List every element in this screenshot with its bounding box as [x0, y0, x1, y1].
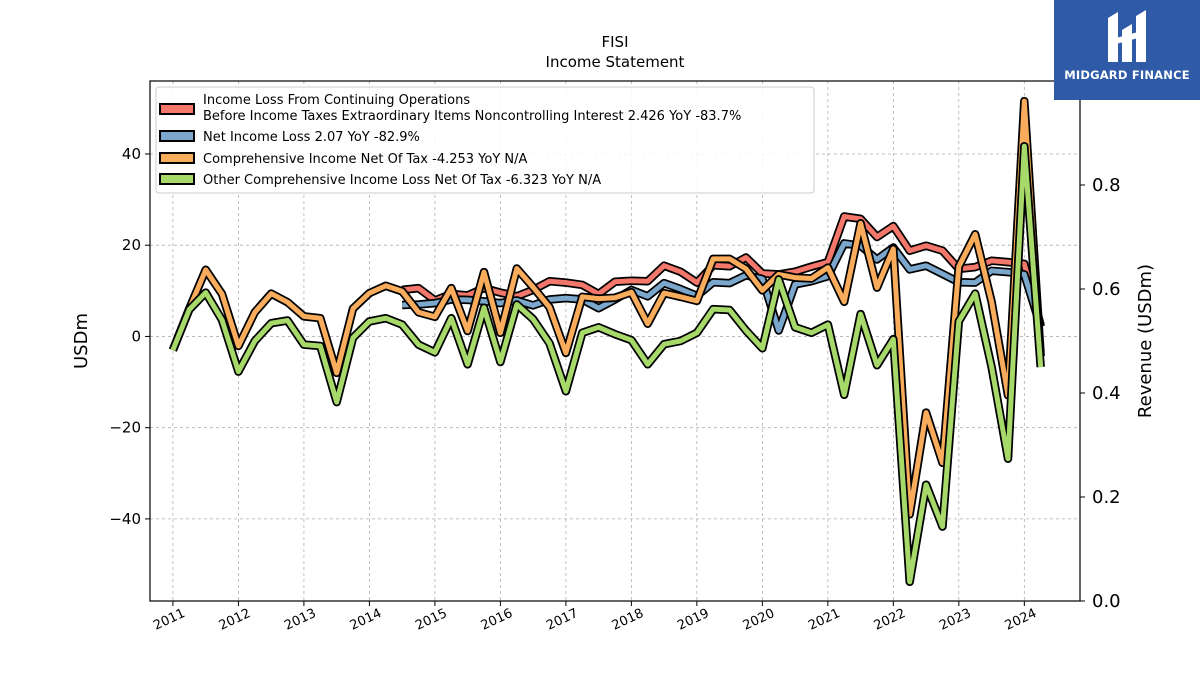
x-tick-label: 2017	[544, 606, 580, 634]
x-tick-label: 2014	[348, 606, 384, 634]
legend-label: Before Income Taxes Extraordinary Items …	[203, 109, 741, 124]
x-tick-label: 2012	[217, 606, 253, 634]
x-tick-label: 2022	[872, 606, 908, 634]
y-tick-label-left: 0	[131, 327, 141, 345]
y-tick-label-right: 0.0	[1092, 591, 1121, 612]
y-axis-label-right: Revenue (USDm)	[1135, 264, 1156, 418]
legend-label: Income Loss From Continuing Operations	[203, 93, 470, 108]
legend-swatch	[159, 103, 195, 115]
legend-box	[155, 86, 815, 194]
x-tick-label: 2011	[151, 606, 187, 634]
y-axis-label-left: USDm	[71, 313, 92, 369]
legend-swatch	[159, 130, 195, 142]
x-tick-label: 2013	[282, 606, 318, 634]
x-tick-label: 2016	[479, 606, 515, 634]
series-lines	[168, 96, 1045, 587]
plot-frame	[149, 80, 1081, 602]
brand-name: MIDGARD FINANCE	[1064, 68, 1190, 82]
y-tick-label-left: −40	[109, 510, 141, 528]
y-tick-label-right: 0.6	[1092, 279, 1121, 300]
legend-label: Other Comprehensive Income Loss Net Of T…	[203, 173, 601, 188]
y-tick-label-right: 0.8	[1092, 175, 1121, 196]
midgard-logo-icon	[1108, 10, 1146, 62]
legend-label: Comprehensive Income Net Of Tax -4.253 Y…	[203, 152, 528, 167]
y-tick-label-right: 0.4	[1092, 383, 1121, 404]
x-tick-label: 2019	[675, 606, 711, 634]
y-tick-label-left: −20	[109, 419, 141, 437]
chart-subtitle: Income Statement	[546, 53, 685, 71]
series-line-comprehensive-income-net-of-tax	[170, 98, 1044, 517]
x-tick-label: 2021	[806, 606, 842, 634]
x-tick-label: 2020	[741, 606, 777, 634]
x-tick-label: 2023	[937, 606, 973, 634]
legend-label: Net Income Loss 2.07 YoY -82.9%	[203, 130, 420, 145]
axes: 2011 2012 2013 2014 2015 2016 2017 2018 2019 2020…	[109, 145, 1120, 634]
x-tick-label: 2015	[413, 606, 449, 634]
x-tick-label: 2024	[1003, 606, 1039, 634]
brand-logo: MIDGARD FINANCE	[1054, 0, 1200, 100]
legend-swatch	[159, 173, 195, 185]
series-line-other-comprehensive-income-loss-net-of-tax	[170, 143, 1044, 585]
y-tick-label-right: 0.2	[1092, 487, 1121, 508]
chart-title: FISI	[602, 33, 629, 51]
y-tick-label-left: 40	[122, 145, 141, 163]
x-tick-label: 2018	[610, 606, 646, 634]
legend-swatch	[159, 152, 195, 164]
y-tick-label-left: 20	[122, 236, 141, 254]
legend: Income Loss From Continuing Operations B…	[155, 86, 815, 194]
